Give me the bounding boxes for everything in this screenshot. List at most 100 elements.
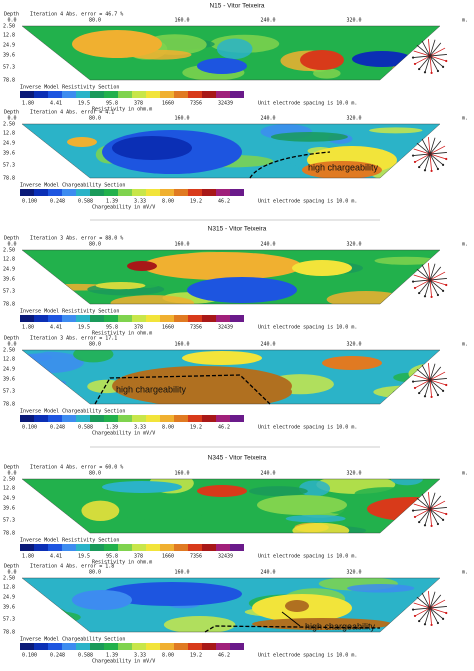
scale-label: 0.248 [50,199,65,205]
model-section [22,26,440,80]
scale-swatch [104,544,118,551]
scale-swatch [132,643,146,650]
annotation: high chargeability [116,384,187,394]
x-tick-label: 240.0 [260,116,275,122]
scale-swatch [76,415,90,422]
iteration-header: Iteration 4 Abs. error = 60.0 % [30,465,123,471]
scale-label: 1.80 [22,101,34,107]
arrow-head [411,56,415,59]
x-tick-label: 0.0 [7,242,16,248]
scale-swatch [188,415,202,422]
scale-swatch [118,91,132,98]
model-section [22,578,440,632]
section-patch [216,38,253,60]
scale-unit: Chargeability in mV/V [92,205,155,211]
depth-tick-label: 78.8 [3,78,15,84]
scale-swatch [174,91,188,98]
compass [411,137,448,173]
depth-tick-label: 39.6 [3,377,15,383]
arrow-head [445,59,448,63]
scale-unit: Chargeability in mV/V [92,659,155,665]
depth-tick-label: 12.8 [3,585,15,591]
depth-label: Depth [4,110,19,116]
scale-label: 0.248 [50,425,65,431]
scale-swatch [216,544,230,551]
x-tick-label: 80.0 [89,570,101,576]
scale-swatch [174,189,188,196]
depth-tick-label: 12.8 [3,131,15,137]
depth-tick-label: 39.6 [3,605,15,611]
scale-swatch [160,415,174,422]
depth-tick-label: 57.3 [3,617,15,623]
arrow-head [418,391,421,395]
section-title: Inverse Model Chargeability Section [20,183,125,189]
depth-tick-label: 12.8 [3,257,15,263]
compass-arrow [413,278,447,282]
scale-swatch [62,91,76,98]
arrow-head [413,386,417,390]
scale-label: 4.41 [50,325,62,331]
scale-unit: Resistivity in ohm.m [92,560,152,566]
scale-swatch [146,189,160,196]
x-unit: m. [462,471,468,477]
arrow-head [411,280,415,283]
scale-swatch [20,415,34,422]
electrode-spacing: Unit electrode spacing is 10.0 m. [258,199,357,205]
section-patch [285,514,346,523]
scale-swatch [48,91,62,98]
arrow-head [413,614,417,618]
electrode-spacing: Unit electrode spacing is 10.0 m. [258,425,357,431]
section-outline [21,249,441,305]
section-feature [72,30,162,58]
scale-swatch [118,544,132,551]
scale-swatch [202,315,216,322]
scale-label: 3.33 [134,653,146,659]
scale-swatch [20,189,34,196]
section-patch [354,487,420,501]
scale-swatch [118,315,132,322]
scale-swatch [90,415,104,422]
scale-swatch [188,91,202,98]
scale-swatch [202,91,216,98]
section-patch [313,68,341,79]
section-feature [112,136,192,160]
x-tick-label: 80.0 [89,342,101,348]
scale-swatch [202,415,216,422]
section-feature [300,50,344,70]
scale-label: 1.39 [106,199,118,205]
scale-label: 1.39 [106,425,118,431]
annotation: high chargeability [305,621,376,631]
scale-label: 1.80 [22,325,34,331]
arrow-head [430,71,433,75]
arrow-head [423,623,427,626]
iteration-header: Iteration 4 Abs. error = 4.1 [30,110,114,116]
section-feature [257,495,347,515]
depth-tick-label: 78.8 [3,630,15,636]
x-tick-label: 160.0 [174,18,189,24]
arrow-head [418,67,421,71]
profile-title: N315 - Vitor Teixeira [208,226,267,233]
arrow-head [423,295,427,298]
x-tick-label: 320.0 [346,242,361,248]
section-patch [124,511,202,520]
model-section [22,124,440,178]
x-tick-label: 320.0 [346,116,361,122]
scale-swatch [146,544,160,551]
electrode-spacing: Unit electrode spacing is 10.0 m. [258,325,357,331]
scale-swatch [230,315,244,322]
scale-swatch [132,189,146,196]
annotation-outline [94,374,271,405]
scale-swatch [216,415,230,422]
scale-swatch [48,643,62,650]
arrow-head [423,169,427,172]
depth-tick-label: 39.6 [3,506,15,512]
depth-tick-label: 24.9 [3,267,15,273]
x-tick-label: 0.0 [7,471,16,477]
scale-swatch [34,189,48,196]
x-tick-label: 0.0 [7,342,16,348]
section-outline [21,577,441,633]
depth-label: Depth [4,465,19,471]
x-tick-label: 240.0 [260,242,275,248]
profile-title: N15 - Vitor Teixeira [209,3,264,10]
arrow-head [413,62,417,66]
